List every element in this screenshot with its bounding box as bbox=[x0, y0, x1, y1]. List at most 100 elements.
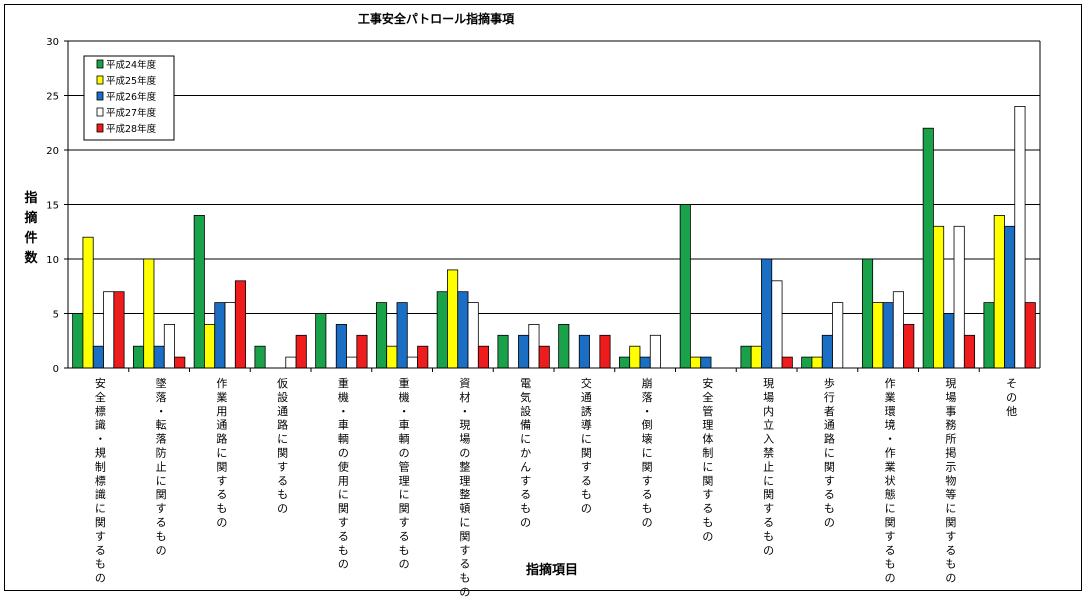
bar bbox=[740, 345, 752, 369]
y-tick-labels: 0 5 10 15 20 25 30 bbox=[46, 37, 59, 375]
x-axis-title: 指摘項目 bbox=[526, 562, 578, 578]
bar bbox=[153, 345, 165, 369]
bar bbox=[1024, 302, 1036, 369]
x-category-labels: 安全標識・規制標識に関するもの 墜落・転落防止に関するもの 作業用通路に関するもの 仮… bbox=[95, 376, 1017, 598]
bar bbox=[801, 356, 813, 369]
legend-swatch bbox=[96, 75, 104, 85]
legend-swatch bbox=[96, 123, 104, 133]
bar bbox=[375, 302, 388, 369]
x-category-label: 仮設通路に関するもの bbox=[277, 377, 288, 515]
bar bbox=[356, 334, 368, 369]
x-category-label: 重機・車輌の使用に関するもの bbox=[338, 376, 349, 571]
x-category-label: 歩行者通路に関するもの bbox=[824, 376, 835, 529]
bar bbox=[417, 345, 429, 369]
x-category-label: 重機・車輌の管理に関するもの bbox=[399, 376, 410, 571]
x-category-label: 安全標識・規制標識に関するもの bbox=[95, 376, 106, 585]
legend-label: 平成27年度 bbox=[106, 107, 157, 119]
bar bbox=[861, 258, 874, 369]
bar bbox=[254, 345, 266, 369]
bar bbox=[396, 302, 408, 369]
x-category-label: 資材・現場の整理整頓に関するもの bbox=[459, 377, 470, 598]
bar bbox=[82, 236, 94, 369]
bar bbox=[872, 302, 884, 369]
bar bbox=[963, 334, 976, 369]
bar bbox=[639, 356, 651, 369]
bar bbox=[781, 356, 793, 369]
bar bbox=[193, 214, 205, 369]
axes bbox=[64, 40, 1041, 372]
bar bbox=[528, 323, 540, 369]
bar bbox=[346, 356, 358, 369]
bar bbox=[618, 356, 631, 369]
legend-label: 平成25年度 bbox=[106, 75, 157, 87]
bar bbox=[832, 302, 844, 369]
y-tick-label: 15 bbox=[46, 201, 59, 212]
bar bbox=[983, 302, 995, 369]
bar bbox=[497, 334, 509, 369]
bar bbox=[132, 345, 145, 369]
y-tick-label: 25 bbox=[46, 92, 59, 103]
bar bbox=[234, 280, 247, 369]
bar bbox=[72, 313, 84, 369]
bar bbox=[933, 225, 945, 369]
bar bbox=[163, 323, 175, 369]
bar bbox=[224, 302, 236, 369]
bar bbox=[690, 356, 702, 369]
bar bbox=[771, 280, 783, 369]
bar bbox=[821, 334, 833, 369]
bar bbox=[113, 291, 125, 369]
bar bbox=[457, 291, 469, 369]
bar bbox=[811, 356, 823, 369]
bar bbox=[518, 334, 530, 369]
bar bbox=[103, 291, 115, 369]
bar bbox=[922, 127, 934, 369]
x-category-label: 交通誘導に関するもの bbox=[581, 376, 592, 515]
bar bbox=[335, 323, 347, 369]
bar bbox=[1014, 106, 1026, 369]
x-category-label: 現場内立入禁止に関するもの bbox=[763, 377, 774, 557]
y-tick-label: 20 bbox=[46, 146, 59, 157]
x-category-label: 現場事務所掲示物等に関するもの bbox=[945, 377, 956, 585]
chart-title: 工事安全パトロール指摘事項 bbox=[358, 11, 515, 26]
bar bbox=[386, 345, 398, 369]
y-tick-label: 5 bbox=[53, 310, 59, 321]
bar bbox=[406, 356, 418, 369]
bar bbox=[882, 302, 894, 369]
x-category-label: 作業用通路に関するもの bbox=[216, 377, 227, 529]
bar bbox=[953, 225, 965, 369]
y-tick-label: 30 bbox=[46, 37, 59, 48]
bar bbox=[599, 334, 611, 369]
bar bbox=[578, 334, 590, 369]
bar bbox=[943, 313, 955, 369]
legend-label: 平成28年度 bbox=[106, 123, 157, 135]
bar bbox=[700, 356, 712, 369]
bar bbox=[649, 334, 661, 369]
bar bbox=[679, 204, 691, 369]
bar bbox=[558, 323, 570, 369]
bar bbox=[204, 323, 216, 369]
y-axis-title-text: 指摘件数 bbox=[24, 190, 38, 266]
x-category-label: 電気設備にかんするもの bbox=[520, 377, 531, 529]
y-axis-title: 指摘件数 bbox=[24, 190, 38, 266]
bar bbox=[538, 345, 550, 369]
y-tick-label: 10 bbox=[46, 255, 59, 266]
x-category-label: その他 bbox=[1006, 377, 1017, 418]
bar bbox=[761, 258, 773, 369]
bar bbox=[315, 313, 327, 369]
y-tick-label: 0 bbox=[53, 364, 59, 375]
bar bbox=[447, 269, 459, 369]
bar bbox=[285, 356, 297, 369]
gridlines bbox=[68, 40, 1040, 314]
bar bbox=[903, 323, 915, 369]
bar bbox=[174, 356, 186, 369]
legend-label: 平成24年度 bbox=[106, 59, 157, 71]
bar bbox=[750, 345, 762, 369]
x-category-label: 墜落・転落防止に関するもの bbox=[156, 376, 167, 557]
bar bbox=[993, 214, 1005, 369]
legend-label: 平成26年度 bbox=[106, 91, 157, 103]
bar bbox=[295, 334, 307, 369]
bar bbox=[892, 291, 904, 369]
bar bbox=[1004, 225, 1016, 369]
